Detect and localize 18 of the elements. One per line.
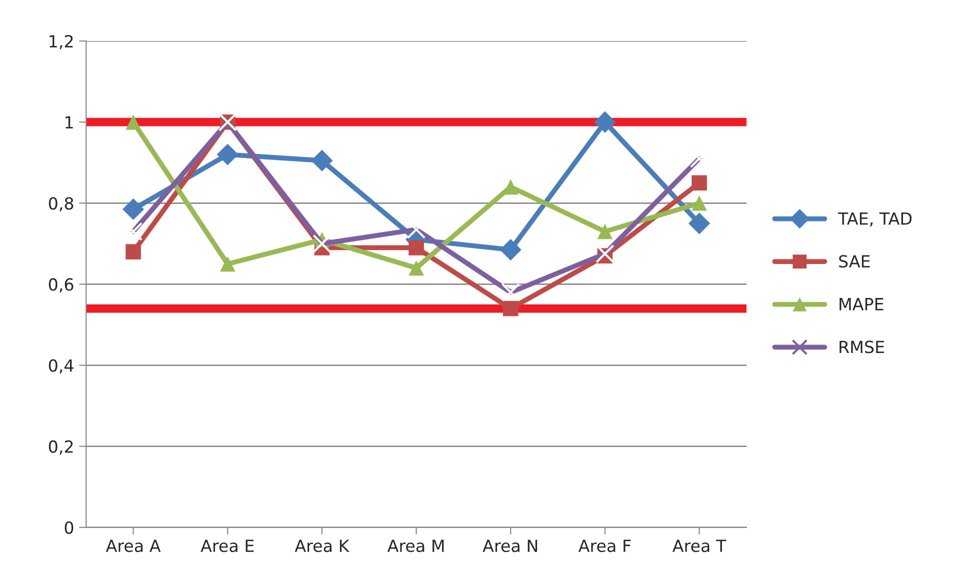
y-tick-label: 0,4 bbox=[48, 359, 74, 374]
x-tick-label: Area K bbox=[294, 540, 350, 552]
y-tick-label: 1 bbox=[66, 116, 73, 128]
legend-label: SAE bbox=[839, 255, 870, 268]
y-tick-label: 0,6 bbox=[48, 278, 74, 292]
y-tick-label: 0,2 bbox=[48, 440, 73, 455]
x-tick-label: Area F bbox=[578, 540, 631, 552]
legend-label: TAE, TAD bbox=[838, 212, 912, 227]
y-tick-label: 0 bbox=[64, 521, 74, 534]
x-tick-label: Area E bbox=[200, 540, 254, 552]
x-tick-label: Area T bbox=[672, 540, 726, 552]
legend-label: RMSE bbox=[840, 340, 884, 354]
x-tick-label: Area A bbox=[106, 540, 161, 552]
y-tick-label: 1,2 bbox=[50, 34, 73, 50]
legend-label: MAPE bbox=[840, 298, 884, 310]
x-tick-label: Area N bbox=[482, 540, 538, 552]
y-tick-label: 0,8 bbox=[48, 197, 74, 212]
x-tick-label: Area M bbox=[387, 540, 444, 552]
